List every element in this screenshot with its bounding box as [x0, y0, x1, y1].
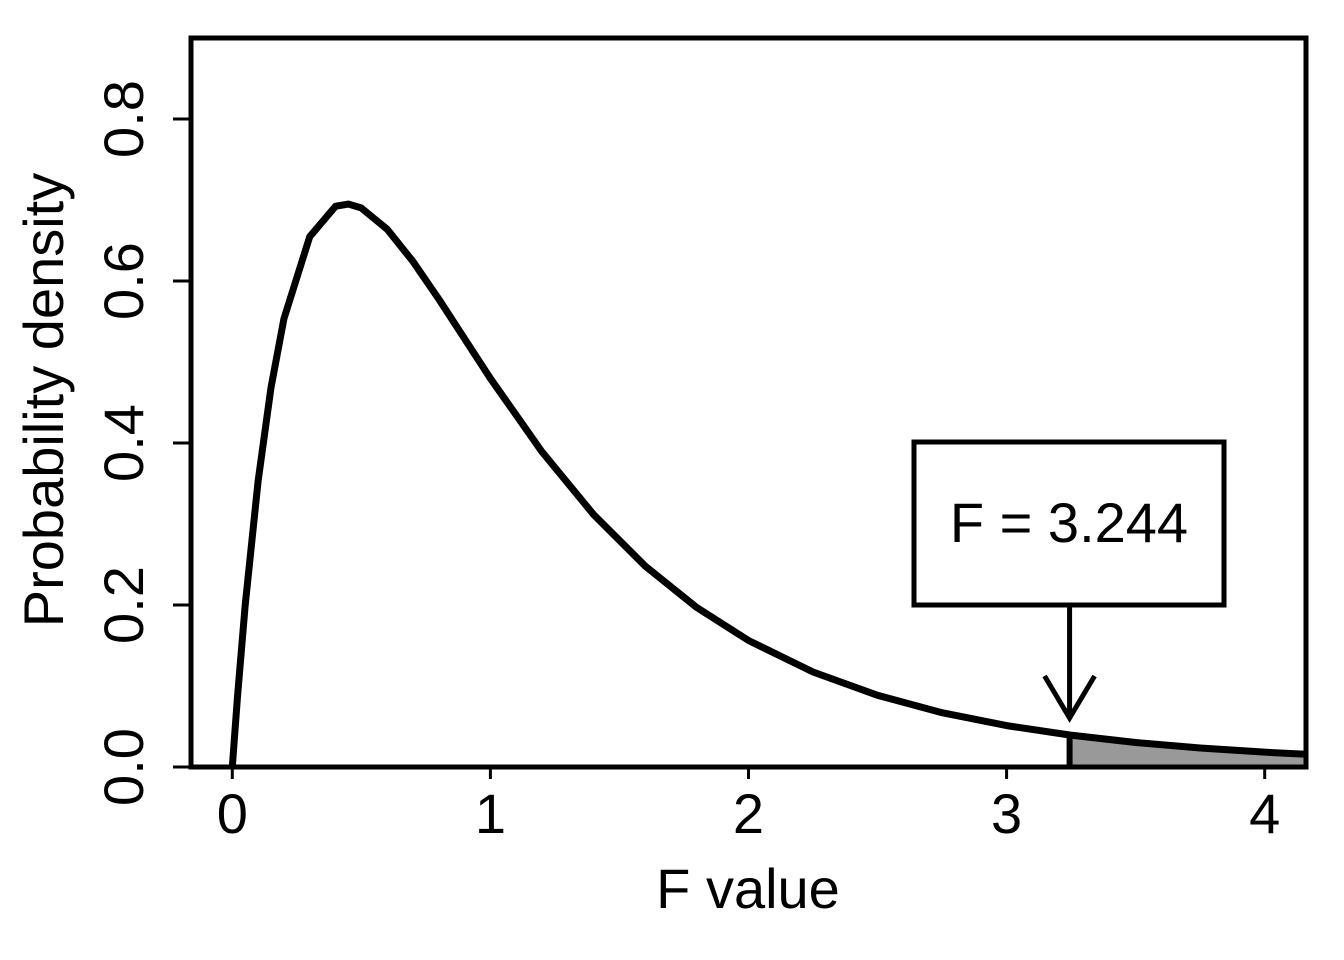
y-axis-label: Probability density: [12, 173, 75, 627]
y-tick-label: 0.0: [92, 728, 155, 806]
x-tick-label: 0: [217, 782, 248, 845]
y-tick-label: 0.8: [92, 80, 155, 158]
x-axis-label: F value: [656, 857, 840, 920]
plot-frame: [188, 35, 1309, 770]
annotation-label: F = 3.244: [950, 491, 1188, 554]
y-tick-label: 0.6: [92, 242, 155, 320]
density-curve: [228, 200, 1307, 768]
x-tick-label: 1: [475, 782, 506, 845]
y-tick-label: 0.2: [92, 566, 155, 644]
arrow-head: [1042, 674, 1097, 723]
x-tick-label: 3: [991, 782, 1022, 845]
x-tick-label: 2: [733, 782, 764, 845]
x-tick-label: 4: [1249, 782, 1280, 845]
y-tick-label: 0.4: [92, 404, 155, 482]
